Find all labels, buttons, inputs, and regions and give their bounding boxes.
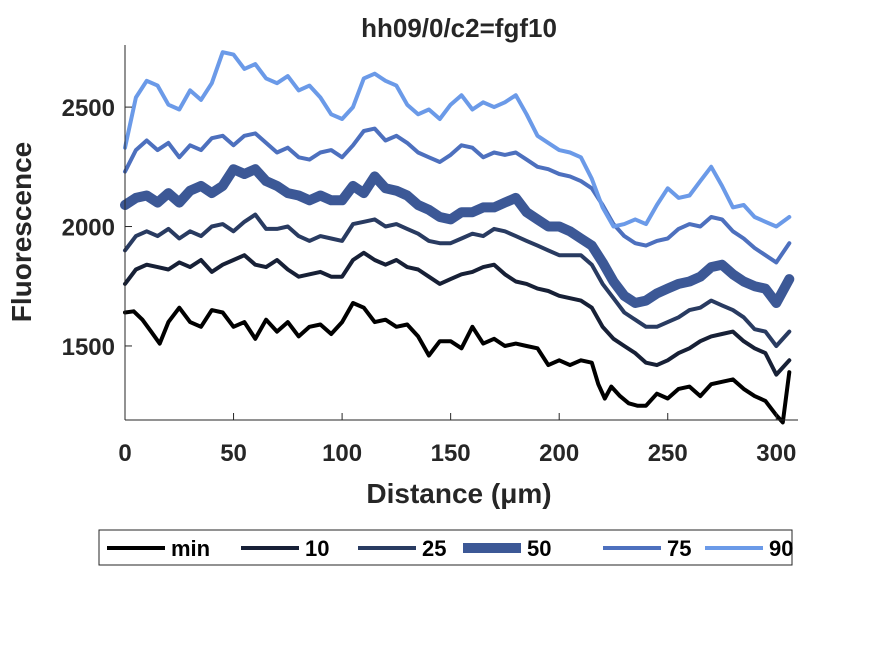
legend-item-25: 25 <box>358 536 446 561</box>
series-line-75 <box>123 126 792 265</box>
x-tick-label: 300 <box>756 440 796 467</box>
y-ticks: 1500 2000 2500 <box>62 95 132 361</box>
legend-item-90: 90 <box>705 536 793 561</box>
y-tick-label: 2500 <box>62 95 115 122</box>
x-tick-label: 0 <box>118 440 131 467</box>
legend-item-50: 50 <box>463 536 551 561</box>
legend: min 10 25 50 75 90 <box>98 529 793 566</box>
y-tick-label: 1500 <box>62 334 115 361</box>
x-tick-label: 150 <box>431 440 471 467</box>
legend-box <box>98 529 793 566</box>
x-axis-label: Distance (μm) <box>366 478 551 509</box>
x-tick-label: 250 <box>648 440 688 467</box>
series-line-90 <box>123 50 792 229</box>
x-ticks: 0 50 100 150 200 250 300 <box>118 413 796 467</box>
legend-label: 10 <box>305 536 329 561</box>
legend-label: 90 <box>769 536 793 561</box>
series-line-50 <box>120 164 795 308</box>
series-line-min <box>123 301 792 425</box>
legend-label: 50 <box>527 536 551 561</box>
legend-item-10: 10 <box>241 536 329 561</box>
plot-lines <box>120 50 795 425</box>
legend-label: 75 <box>667 536 691 561</box>
legend-label: 25 <box>422 536 446 561</box>
chart-title: hh09/0/c2=fgf10 <box>361 13 557 43</box>
x-tick-label: 100 <box>322 440 362 467</box>
series-line-25 <box>123 212 792 348</box>
y-axis-label: Fluorescence <box>6 142 37 323</box>
x-tick-label: 50 <box>220 440 247 467</box>
axes <box>124 45 798 421</box>
legend-item-min: min <box>107 536 210 561</box>
legend-label: min <box>171 536 210 561</box>
legend-item-75: 75 <box>603 536 691 561</box>
x-tick-label: 200 <box>539 440 579 467</box>
y-tick-label: 2000 <box>62 215 115 242</box>
series-line-10 <box>123 250 792 377</box>
